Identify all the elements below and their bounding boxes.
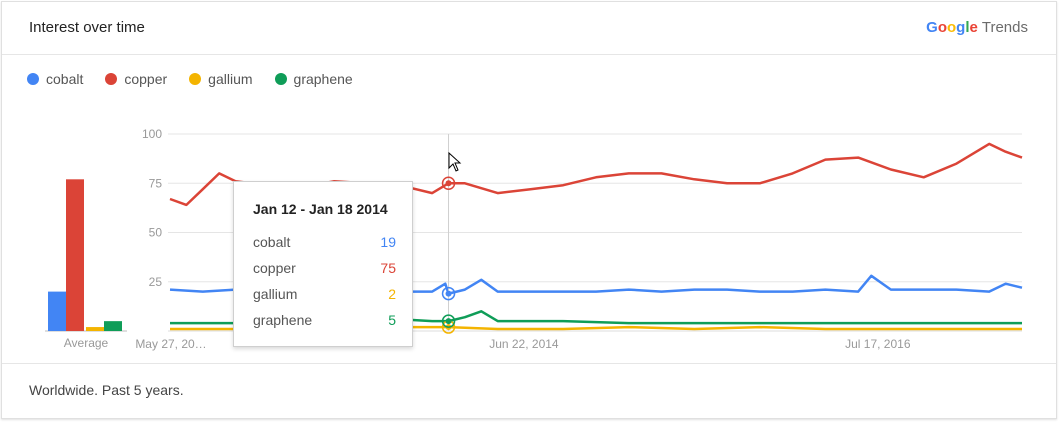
google-letter: l <box>965 19 970 36</box>
google-letter: e <box>969 19 978 36</box>
trends-wordmark: Trends <box>981 19 1028 36</box>
tooltip-label: graphene <box>253 312 313 328</box>
tooltip-row-cobalt: cobalt 19 <box>253 234 396 250</box>
x-tick-label: May 27, 20… <box>135 337 206 351</box>
chart-legend: cobalt copper gallium graphene <box>27 71 353 87</box>
average-bar-gallium <box>86 327 104 331</box>
google-letter: g <box>956 19 966 36</box>
tooltip-label: copper <box>253 260 296 276</box>
hover-dot-graphene <box>445 318 452 325</box>
google-letter: o <box>937 19 947 36</box>
tooltip-label: cobalt <box>253 234 291 250</box>
legend-item-gallium[interactable]: gallium <box>189 71 253 87</box>
google-letter: G <box>926 19 938 36</box>
data-tooltip: Jan 12 - Jan 18 2014 cobalt 19 copper 75 gal… <box>233 181 413 347</box>
card-footer: Worldwide. Past 5 years. <box>2 363 1056 418</box>
tooltip-date: Jan 12 - Jan 18 2014 <box>253 201 388 217</box>
legend-dot-icon <box>105 73 118 85</box>
y-tick-label: 50 <box>149 226 163 240</box>
y-tick-label: 100 <box>142 127 162 141</box>
legend-label: graphene <box>293 71 353 87</box>
legend-dot-icon <box>274 73 287 85</box>
legend-item-cobalt[interactable]: cobalt <box>27 71 83 87</box>
hover-dot-copper <box>445 180 452 187</box>
legend-dot-icon <box>189 73 202 85</box>
tooltip-value: 75 <box>380 260 396 276</box>
mouse-cursor-icon <box>448 152 462 172</box>
tooltip-row-graphene: graphene 5 <box>253 312 396 328</box>
hover-marker-graphene <box>441 314 456 328</box>
legend-item-graphene[interactable]: graphene <box>274 71 353 87</box>
legend-item-copper[interactable]: copper <box>105 71 167 87</box>
hover-marker-copper <box>441 176 456 190</box>
average-bar-copper <box>66 179 84 331</box>
average-label: Average <box>64 336 109 350</box>
card-header: Interest over time Google Trends <box>2 2 1056 55</box>
legend-label: cobalt <box>46 71 84 87</box>
tooltip-row-gallium: gallium 2 <box>253 286 396 302</box>
legend-label: gallium <box>208 71 253 87</box>
tooltip-row-copper: copper 75 <box>253 260 396 276</box>
average-bar-graphene <box>104 321 122 331</box>
legend-label: copper <box>124 71 168 87</box>
hover-marker-cobalt <box>441 286 456 301</box>
x-tick-label: Jun 22, 2014 <box>489 337 559 351</box>
x-tick-label: Jul 17, 2016 <box>845 337 911 351</box>
tooltip-value: 19 <box>380 234 396 250</box>
tooltip-value: 5 <box>388 312 396 328</box>
card-title: Interest over time <box>29 19 145 36</box>
google-letter: o <box>947 19 957 36</box>
footer-caption: Worldwide. Past 5 years. <box>29 382 184 398</box>
average-bar-cobalt <box>48 291 66 331</box>
google-wordmark: Google <box>926 19 978 36</box>
y-tick-label: 75 <box>149 176 163 190</box>
hover-dot-cobalt <box>445 290 452 297</box>
google-trends-logo[interactable]: Google Trends <box>926 19 1028 36</box>
tooltip-value: 2 <box>388 286 396 302</box>
legend-dot-icon <box>27 73 39 85</box>
tooltip-label: gallium <box>253 286 298 302</box>
y-tick-label: 25 <box>149 275 163 289</box>
